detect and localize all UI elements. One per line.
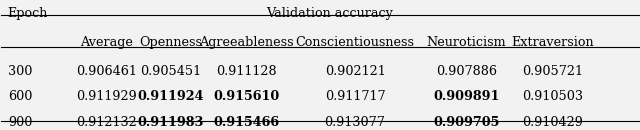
Text: Extraversion: Extraversion — [511, 36, 594, 49]
Text: Conscientiousness: Conscientiousness — [296, 36, 415, 49]
Text: 600: 600 — [8, 90, 32, 103]
Text: 0.905451: 0.905451 — [140, 65, 201, 78]
Text: 0.910429: 0.910429 — [522, 116, 583, 129]
Text: 0.902121: 0.902121 — [324, 65, 385, 78]
Text: Openness: Openness — [139, 36, 202, 49]
Text: 0.907886: 0.907886 — [436, 65, 497, 78]
Text: 0.905721: 0.905721 — [522, 65, 583, 78]
Text: Agreeableness: Agreeableness — [200, 36, 294, 49]
Text: 0.909891: 0.909891 — [433, 90, 500, 103]
Text: 0.911924: 0.911924 — [137, 90, 204, 103]
Text: 0.912132: 0.912132 — [76, 116, 137, 129]
Text: Epoch: Epoch — [8, 7, 48, 20]
Text: 0.911128: 0.911128 — [216, 65, 277, 78]
Text: 0.911929: 0.911929 — [76, 90, 137, 103]
Text: 0.915466: 0.915466 — [214, 116, 280, 129]
Text: 900: 900 — [8, 116, 32, 129]
Text: 0.911983: 0.911983 — [137, 116, 204, 129]
Text: 0.913077: 0.913077 — [324, 116, 385, 129]
Text: 0.911717: 0.911717 — [324, 90, 385, 103]
Text: 0.910503: 0.910503 — [522, 90, 583, 103]
Text: 300: 300 — [8, 65, 32, 78]
Text: Validation accuracy: Validation accuracy — [266, 7, 393, 20]
Text: 0.915610: 0.915610 — [214, 90, 280, 103]
Text: 0.906461: 0.906461 — [76, 65, 137, 78]
Text: Neuroticism: Neuroticism — [427, 36, 506, 49]
Text: 0.909705: 0.909705 — [433, 116, 500, 129]
Text: Average: Average — [80, 36, 133, 49]
